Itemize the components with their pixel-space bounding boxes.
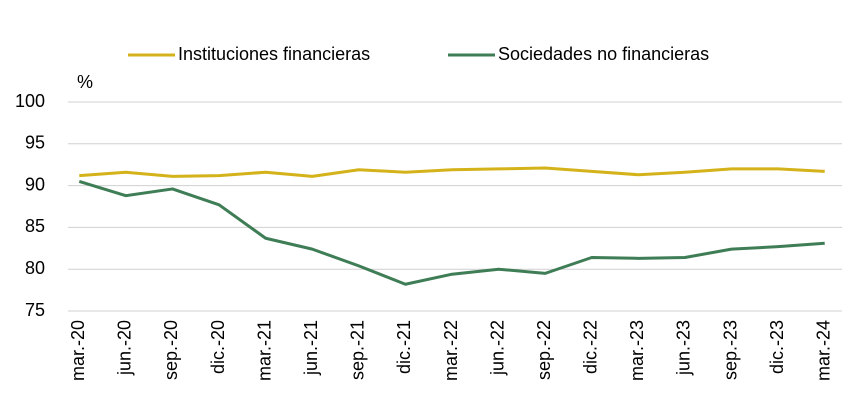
x-tick-label: dic.-20 — [208, 320, 228, 374]
y-tick-label: 75 — [25, 300, 45, 320]
x-tick-label: mar.-24 — [813, 320, 833, 381]
x-tick-label: jun.-22 — [487, 320, 507, 376]
y-tick-label: 95 — [25, 133, 45, 153]
x-tick-label: jun.-20 — [115, 320, 135, 376]
x-tick-label: sep.-21 — [348, 320, 368, 380]
y-tick-label: 80 — [25, 258, 45, 278]
legend-label: Instituciones financieras — [178, 44, 370, 64]
x-tick-label: mar.-21 — [254, 320, 274, 381]
x-tick-label: dic.-23 — [767, 320, 787, 374]
x-tick-label: dic.-21 — [394, 320, 414, 374]
y-tick-label: 100 — [15, 91, 45, 111]
x-tick-label: dic.-22 — [581, 320, 601, 374]
x-tick-label: jun.-21 — [301, 320, 321, 376]
legend-label: Sociedades no financieras — [498, 44, 709, 64]
x-tick-label: jun.-23 — [674, 320, 694, 376]
x-tick-label: sep.-23 — [720, 320, 740, 380]
x-tick-label: sep.-20 — [161, 320, 181, 380]
series-line — [78, 179, 825, 286]
y-tick-label: 85 — [25, 216, 45, 236]
x-tick-label: sep.-22 — [534, 320, 554, 380]
series-line — [79, 166, 825, 178]
y-tick-label: 90 — [25, 174, 45, 194]
y-unit: % — [77, 72, 93, 92]
x-tick-label: mar.-23 — [627, 320, 647, 381]
x-tick-label: mar.-22 — [441, 320, 461, 381]
x-tick-label: mar.-20 — [68, 320, 88, 381]
